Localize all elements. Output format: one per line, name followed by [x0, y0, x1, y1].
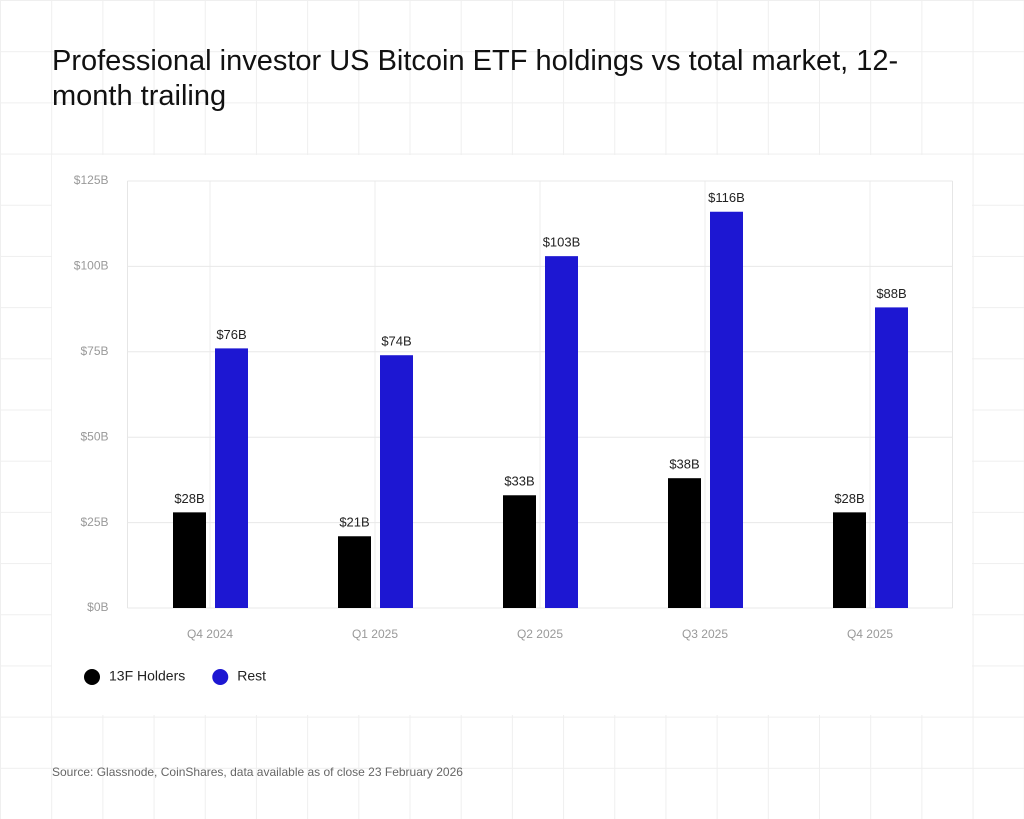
bar — [338, 536, 371, 608]
bar — [215, 348, 248, 608]
data-label: $21B — [339, 515, 369, 530]
bar — [668, 478, 701, 608]
chart-panel — [52, 155, 972, 715]
y-tick-label: $75B — [80, 344, 108, 358]
x-tick-label: Q2 2025 — [517, 627, 563, 641]
x-tick-label: Q1 2025 — [352, 627, 398, 641]
x-tick-label: Q4 2025 — [847, 627, 893, 641]
legend-marker — [84, 669, 100, 685]
x-tick-label: Q3 2025 — [682, 627, 728, 641]
data-label: $103B — [543, 235, 581, 250]
y-tick-label: $125B — [74, 173, 109, 187]
source-note: Source: Glassnode, CoinShares, data avai… — [52, 765, 463, 779]
data-label: $116B — [708, 190, 745, 205]
bar — [710, 211, 743, 608]
legend-marker — [212, 669, 229, 685]
y-tick-label: $0B — [87, 600, 108, 614]
chart: Q4 2024 Q1 2025 Q2 2025 Q3 2025 Q4 2025 $0B $2… — [52, 155, 972, 715]
data-label: $76B — [216, 327, 246, 342]
data-label: $28B — [174, 491, 204, 506]
y-tick-label: $50B — [80, 429, 108, 443]
bar — [545, 256, 578, 608]
bar — [875, 307, 908, 608]
legend-label: 13F Holders — [109, 668, 185, 684]
bar — [380, 355, 413, 608]
x-tick-label: Q4 2024 — [187, 627, 233, 641]
chart-title: Professional investor US Bitcoin ETF hol… — [52, 45, 899, 112]
data-label: $33B — [504, 474, 534, 489]
y-tick-label: $25B — [80, 515, 108, 529]
data-label: $28B — [834, 491, 864, 506]
y-tick-label: $100B — [74, 259, 109, 273]
data-label: $88B — [876, 286, 906, 301]
legend-label: Rest — [237, 668, 266, 684]
data-label: $38B — [669, 457, 699, 472]
bar — [503, 495, 536, 608]
bar — [833, 512, 866, 608]
bar — [173, 512, 206, 608]
data-label: $74B — [381, 334, 411, 349]
